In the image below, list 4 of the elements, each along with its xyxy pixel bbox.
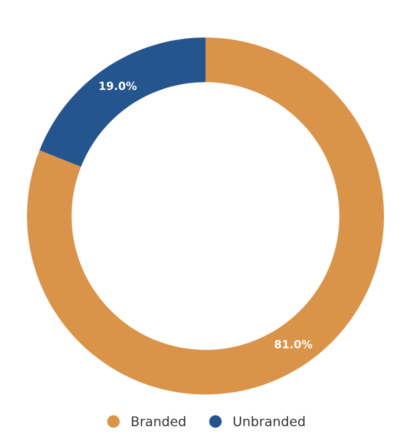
legend-label: Unbranded — [234, 416, 305, 426]
data-label: 81.0% — [274, 340, 312, 348]
data-label: 19.0% — [100, 82, 137, 90]
legend-label: Branded — [132, 416, 186, 426]
